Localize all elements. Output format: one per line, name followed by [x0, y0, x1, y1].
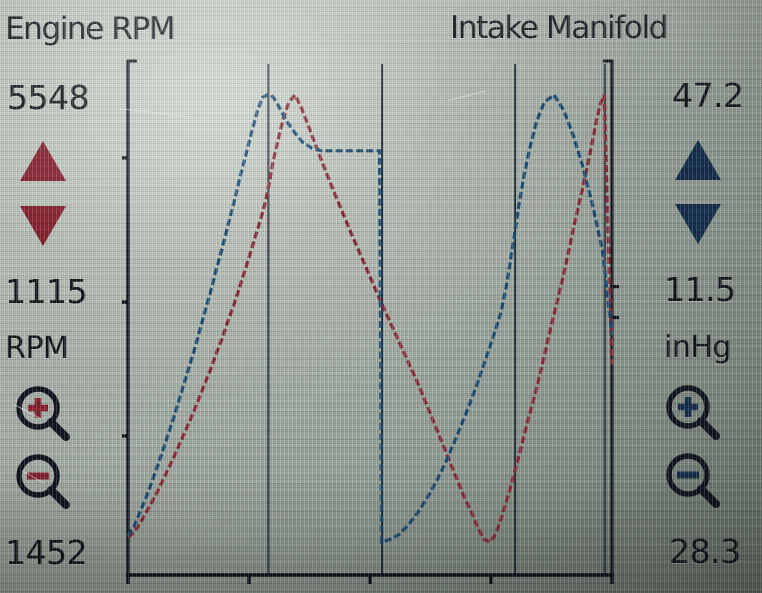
intake-manifold-zoom-in-button[interactable] [664, 384, 722, 442]
engine-rpm-title: Engine RPM [5, 11, 175, 47]
engine-rpm-scale-up-arrow[interactable] [20, 141, 66, 181]
intake-manifold-title: Intake Manifold [450, 10, 668, 46]
engine-rpm-max-value: 5548 [7, 78, 89, 117]
engine-rpm-current-value: 1115 [5, 272, 87, 311]
graph-series-engine-rpm [127, 91, 614, 545]
engine-rpm-zoom-out-button[interactable] [14, 453, 72, 511]
intake-manifold-max-value: 47.2 [672, 76, 744, 115]
magnifier-minus-icon [666, 453, 720, 508]
intake-manifold-zoom-out-button[interactable] [664, 452, 722, 510]
intake-manifold-scale-down-arrow[interactable] [675, 204, 721, 244]
engine-rpm-min-value: 1452 [5, 533, 87, 572]
magnifier-plus-icon [666, 385, 720, 440]
intake-manifold-scale-up-arrow[interactable] [675, 140, 721, 180]
engine-rpm-scale-down-arrow[interactable] [20, 206, 66, 246]
intake-manifold-current-value: 11.5 [664, 270, 736, 309]
engine-rpm-unit-label: RPM [5, 331, 69, 366]
intake-manifold-unit-label: inHg [664, 330, 731, 365]
intake-manifold-min-value: 28.3 [669, 532, 741, 571]
magnifier-minus-icon [16, 454, 70, 509]
graph-series-intake-manifold [126, 92, 614, 545]
